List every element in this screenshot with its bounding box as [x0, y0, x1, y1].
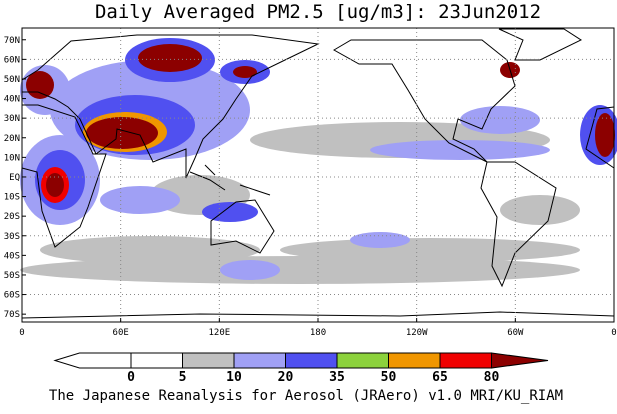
lat-label: 40N: [4, 95, 20, 105]
field-patch: [280, 238, 580, 262]
colorbar-box: [285, 352, 338, 369]
colorbar-label: 10: [226, 370, 242, 385]
title: Daily Averaged PM2.5 [ug/m3]: 23Jun2012: [95, 1, 541, 23]
lon-label: 120W: [406, 328, 428, 338]
coastline: [332, 39, 516, 163]
footer: The Japanese Reanalysis for Aerosol (JRA…: [49, 388, 563, 404]
field-patch: [220, 260, 280, 280]
coastline: [21, 34, 320, 179]
lat-label: 50S: [4, 271, 20, 281]
lat-label: EQ: [9, 173, 20, 183]
colorbar-label: 20: [278, 370, 294, 385]
colorbar-box: [439, 352, 492, 369]
coastline: [498, 28, 583, 61]
lat-label: 10S: [4, 193, 20, 203]
field-patch: [46, 173, 64, 197]
lat-label: 50N: [4, 75, 20, 85]
colorbar-label: 0: [127, 370, 135, 385]
lon-label: 0: [19, 328, 24, 338]
field-patch: [138, 44, 202, 72]
field-patch: [100, 186, 180, 214]
colorbar-box: [388, 352, 441, 369]
lon-label: 0: [611, 328, 616, 338]
lon-label: 60W: [507, 328, 524, 338]
field-patch: [500, 195, 580, 225]
lat-label: 70N: [4, 36, 20, 46]
field-patch: [202, 202, 258, 222]
field-patch: [370, 140, 550, 160]
colorbar-box: [233, 352, 286, 369]
field-patch: [460, 106, 540, 134]
pollution-field: [20, 38, 617, 284]
colorbar-end: [53, 352, 132, 369]
coastline: [210, 199, 275, 254]
field-patch: [595, 113, 615, 157]
colorbar-label: 35: [329, 370, 345, 385]
lon-label: 180: [310, 328, 326, 338]
coastline: [21, 104, 107, 248]
coastlines: [21, 28, 615, 319]
colorbar-box: [130, 352, 183, 369]
colorbar-label: 5: [179, 370, 187, 385]
lon-label: 120E: [208, 328, 230, 338]
field-patch: [233, 66, 257, 78]
field-patch: [86, 117, 158, 149]
coastline: [189, 164, 271, 196]
lat-label: 60N: [4, 55, 20, 65]
lat-label: 30S: [4, 232, 20, 242]
field-patch: [350, 232, 410, 248]
colorbar-label: 80: [484, 370, 500, 385]
colorbar-end: [491, 352, 549, 369]
coastline: [21, 311, 615, 319]
coastline: [480, 161, 557, 288]
colorbar-box: [182, 352, 235, 369]
coastline: [585, 106, 615, 169]
lat-label: 60S: [4, 291, 20, 301]
lat-label: 10N: [4, 153, 20, 163]
lon-label: 60E: [113, 328, 129, 338]
colorbar-box: [336, 352, 389, 369]
lat-label: 70S: [4, 310, 20, 320]
grid: [22, 28, 614, 322]
field-patch: [40, 236, 260, 264]
lat-label: 20S: [4, 212, 20, 222]
lat-label: 20N: [4, 134, 20, 144]
colorbar-label: 65: [432, 370, 448, 385]
colorbar-label: 50: [381, 370, 397, 385]
lat-label: 40S: [4, 251, 20, 261]
lat-label: 30N: [4, 114, 20, 124]
colorbar: 0 5 10 20 35 50 65 80: [53, 352, 549, 385]
